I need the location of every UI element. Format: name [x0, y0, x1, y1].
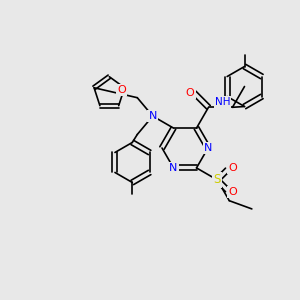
Text: N: N	[148, 111, 157, 121]
Text: N: N	[204, 143, 212, 153]
Text: O: O	[228, 163, 237, 173]
Text: O: O	[117, 85, 126, 95]
Text: N: N	[169, 163, 178, 173]
Text: NH: NH	[215, 97, 230, 107]
Text: O: O	[228, 187, 237, 197]
Text: S: S	[214, 173, 221, 186]
Text: O: O	[186, 88, 194, 98]
